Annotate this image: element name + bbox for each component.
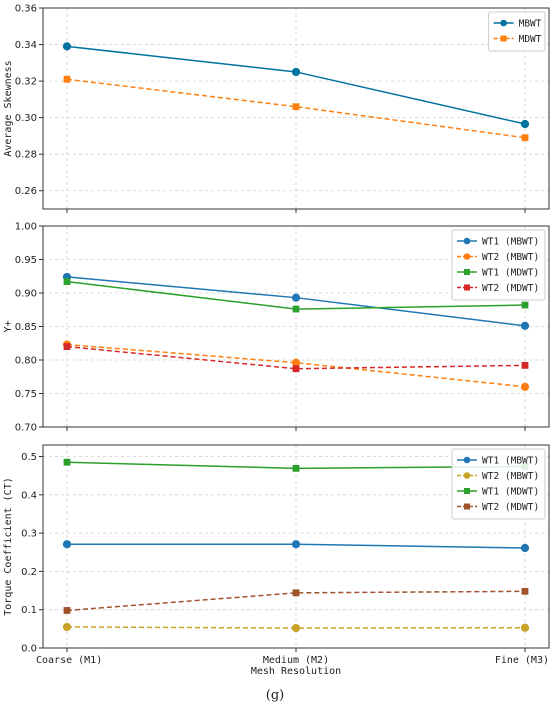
plot-frame <box>42 225 550 428</box>
series-wt2-mdwt- <box>63 587 529 614</box>
y-axis-label: Torque Coefficient (CT) <box>3 477 14 615</box>
series-line <box>66 78 526 139</box>
y-tick-label: 0.95 <box>15 255 37 266</box>
chart-panels: 0.26 0.28 0.30 0.32 0.34 0.36 Average Skewness… <box>3 4 550 666</box>
data-point <box>292 589 300 597</box>
y-tick-label: 1.00 <box>15 222 37 233</box>
data-point <box>520 119 530 129</box>
legend-marker <box>463 237 471 245</box>
legend-marker <box>463 472 471 479</box>
panel-1: 0.26 0.28 0.30 0.32 0.34 0.36 Average Skewness… <box>3 4 550 213</box>
legend-marker <box>464 269 470 275</box>
data-point <box>62 540 72 549</box>
panel-3: 0.0 0.1 0.2 0.3 0.4 0.5 Coarse (M1) Medium (M2)… <box>3 444 550 666</box>
y-tick-label: 0.0 <box>21 644 37 655</box>
y-tick-label: 0.32 <box>15 77 37 88</box>
legend-marker <box>463 253 471 260</box>
series-wt2-mdwt- <box>63 343 529 373</box>
legend-marker <box>500 35 507 42</box>
legend-label: WT1 (MDWT) <box>482 268 539 279</box>
x-tick-label: Medium (M2) <box>263 655 329 666</box>
legend-label: WT2 (MDWT) <box>482 502 539 513</box>
y-tick-label: 0.26 <box>15 186 37 197</box>
y-tick-label: 0.1 <box>21 605 37 616</box>
y-tick-label: 0.85 <box>15 322 37 333</box>
panel-2: 0.70 0.75 0.80 0.85 0.90 0.95 1.00 Y+ WT1 (MBWT)… <box>3 222 550 434</box>
data-point <box>292 365 300 373</box>
y-tick-label: 0.2 <box>21 567 37 578</box>
y-tick-label: 0.75 <box>15 389 37 400</box>
y-tick-label: 0.90 <box>15 289 37 300</box>
data-point <box>291 293 301 302</box>
data-point <box>521 587 529 595</box>
y-tick-label: 0.3 <box>21 529 37 540</box>
legend-label: WT1 (MBWT) <box>482 237 539 248</box>
series-mdwt <box>63 75 529 142</box>
plot-frame <box>42 444 550 649</box>
data-point <box>291 540 301 549</box>
data-point <box>521 361 529 369</box>
data-point <box>520 623 530 632</box>
x-axis-label: Mesh Resolution <box>251 666 341 677</box>
y-tick-label: 0.4 <box>21 490 37 501</box>
data-point <box>291 623 301 633</box>
series-wt1-mbwt- <box>62 540 530 553</box>
data-point <box>62 622 72 632</box>
data-point <box>291 67 301 77</box>
data-point <box>520 543 530 553</box>
legend-box <box>451 448 546 520</box>
legend-label: WT2 (MBWT) <box>482 252 539 263</box>
legend-label: WT2 (MDWT) <box>482 283 539 294</box>
data-point <box>520 382 530 391</box>
y-tick-label: 0.28 <box>15 150 37 161</box>
legend-marker <box>500 19 507 27</box>
legend-marker <box>464 488 470 494</box>
data-point <box>63 278 71 286</box>
legend: WT1 (MBWT) WT2 (MBWT) WT1 (MDWT) WT2 (MDWT) <box>451 448 546 520</box>
series-wt1-mdwt- <box>63 278 529 313</box>
series-wt2-mbwt- <box>62 622 530 633</box>
plot-frame <box>42 7 550 210</box>
data-point <box>291 358 301 367</box>
data-point <box>292 305 300 313</box>
data-point <box>63 343 71 350</box>
legend-marker <box>464 284 470 291</box>
series-line <box>66 345 526 370</box>
y-tick-label: 0.5 <box>21 452 37 463</box>
legend-label: WT1 (MDWT) <box>482 487 539 498</box>
legend-label: WT2 (MBWT) <box>482 471 539 482</box>
y-tick-label: 0.36 <box>15 4 37 15</box>
x-tick-label: Fine (M3) <box>495 655 549 666</box>
legend: MBWT MDWT <box>488 11 546 52</box>
series-line <box>66 343 526 388</box>
data-point <box>521 134 529 142</box>
legend-marker <box>463 456 471 464</box>
data-point <box>292 464 300 472</box>
y-tick-label: 0.70 <box>15 423 37 434</box>
y-tick-label: 0.34 <box>15 40 37 51</box>
series-line <box>66 626 526 629</box>
x-tick-label: Coarse (M1) <box>36 655 102 666</box>
legend-marker <box>464 503 470 510</box>
data-point <box>521 301 529 309</box>
series-line <box>66 590 526 612</box>
y-tick-label: 0.30 <box>15 113 37 124</box>
series-mbwt <box>62 42 530 129</box>
data-point <box>292 103 300 111</box>
y-axis-label: Average Skewness <box>3 60 14 156</box>
legend-box <box>451 229 546 301</box>
y-tick-label: 0.80 <box>15 356 37 367</box>
legend: WT1 (MBWT) WT2 (MBWT) WT1 (MDWT) WT2 (MDWT) <box>451 229 546 301</box>
data-point <box>63 458 71 466</box>
legend-label: MBWT <box>519 19 542 30</box>
figure-caption: (g) <box>266 688 284 703</box>
data-point <box>62 42 72 51</box>
data-point <box>63 75 71 83</box>
y-axis-label: Y+ <box>3 320 14 332</box>
data-point <box>520 321 530 330</box>
legend-label: WT1 (MBWT) <box>482 456 539 467</box>
data-point <box>63 607 71 614</box>
legend-label: MDWT <box>519 34 542 45</box>
